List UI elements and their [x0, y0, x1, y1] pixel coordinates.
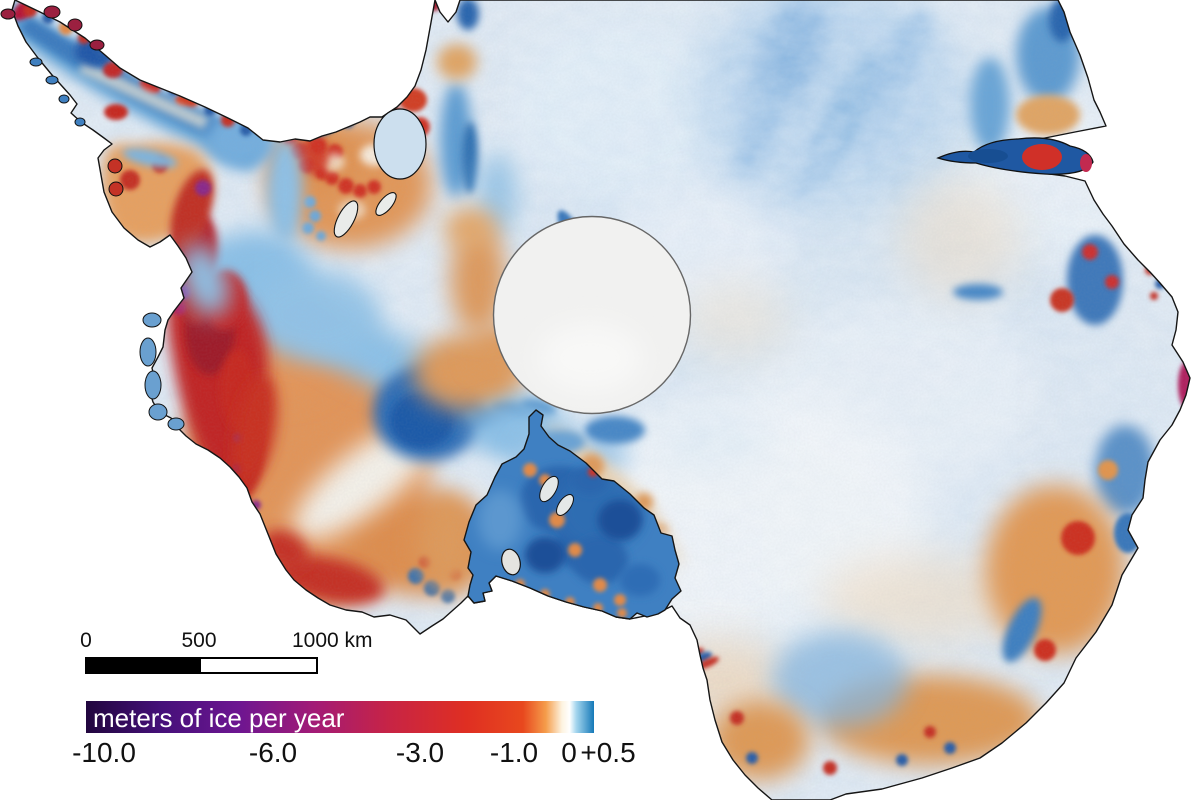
svg-text:500: 500	[181, 629, 216, 652]
svg-text:+0.5: +0.5	[580, 737, 635, 768]
svg-text:-6.0: -6.0	[249, 737, 297, 768]
svg-text:-1.0: -1.0	[490, 737, 538, 768]
svg-text:0: 0	[80, 629, 92, 652]
svg-text:-3.0: -3.0	[396, 737, 444, 768]
svg-text:meters of ice per year: meters of ice per year	[93, 703, 345, 733]
svg-text:1000 km: 1000 km	[292, 629, 373, 652]
svg-text:0: 0	[561, 737, 577, 768]
svg-text:-10.0: -10.0	[72, 737, 136, 768]
